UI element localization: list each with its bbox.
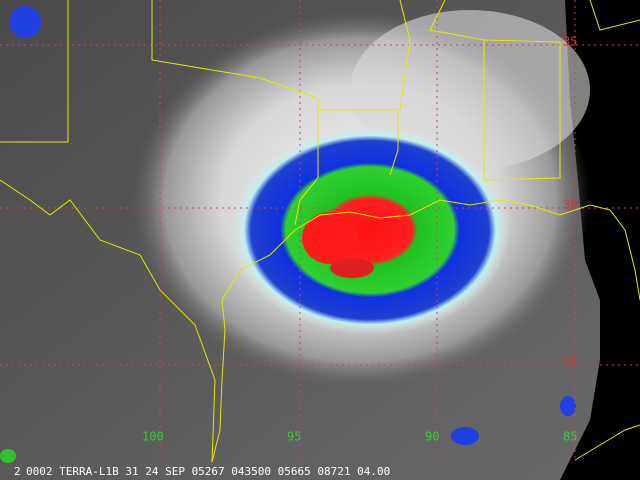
longitude-label: 100	[142, 430, 164, 444]
latitude-label: 30	[563, 198, 577, 212]
coastline	[589, 0, 640, 31]
rain-band	[330, 258, 374, 278]
image-caption: 0002 TERRA-L1B 31 24 SEP 05267 043500 05…	[26, 465, 390, 478]
storm-cell	[560, 396, 576, 416]
latitude-label: 25	[563, 355, 577, 369]
coastline	[211, 199, 640, 463]
coastline	[574, 424, 640, 461]
latitude-label: 35	[563, 35, 577, 49]
graticule	[0, 0, 640, 462]
longitude-label: 90	[425, 430, 439, 444]
frame-number: 2	[14, 465, 21, 478]
state-border	[0, 0, 69, 143]
borders	[0, 0, 640, 463]
longitude-label: 95	[287, 430, 301, 444]
state-border	[294, 110, 319, 226]
eye-wall	[302, 212, 358, 264]
storm-cell	[0, 449, 16, 463]
state-border	[399, 0, 411, 111]
state-border	[429, 0, 561, 181]
state-border	[151, 0, 399, 176]
hurricane-core	[230, 125, 510, 335]
longitude-label: 85	[563, 430, 577, 444]
storm-cell	[9, 6, 41, 38]
border-rio-grande	[0, 179, 216, 463]
storm-cell	[451, 427, 479, 445]
